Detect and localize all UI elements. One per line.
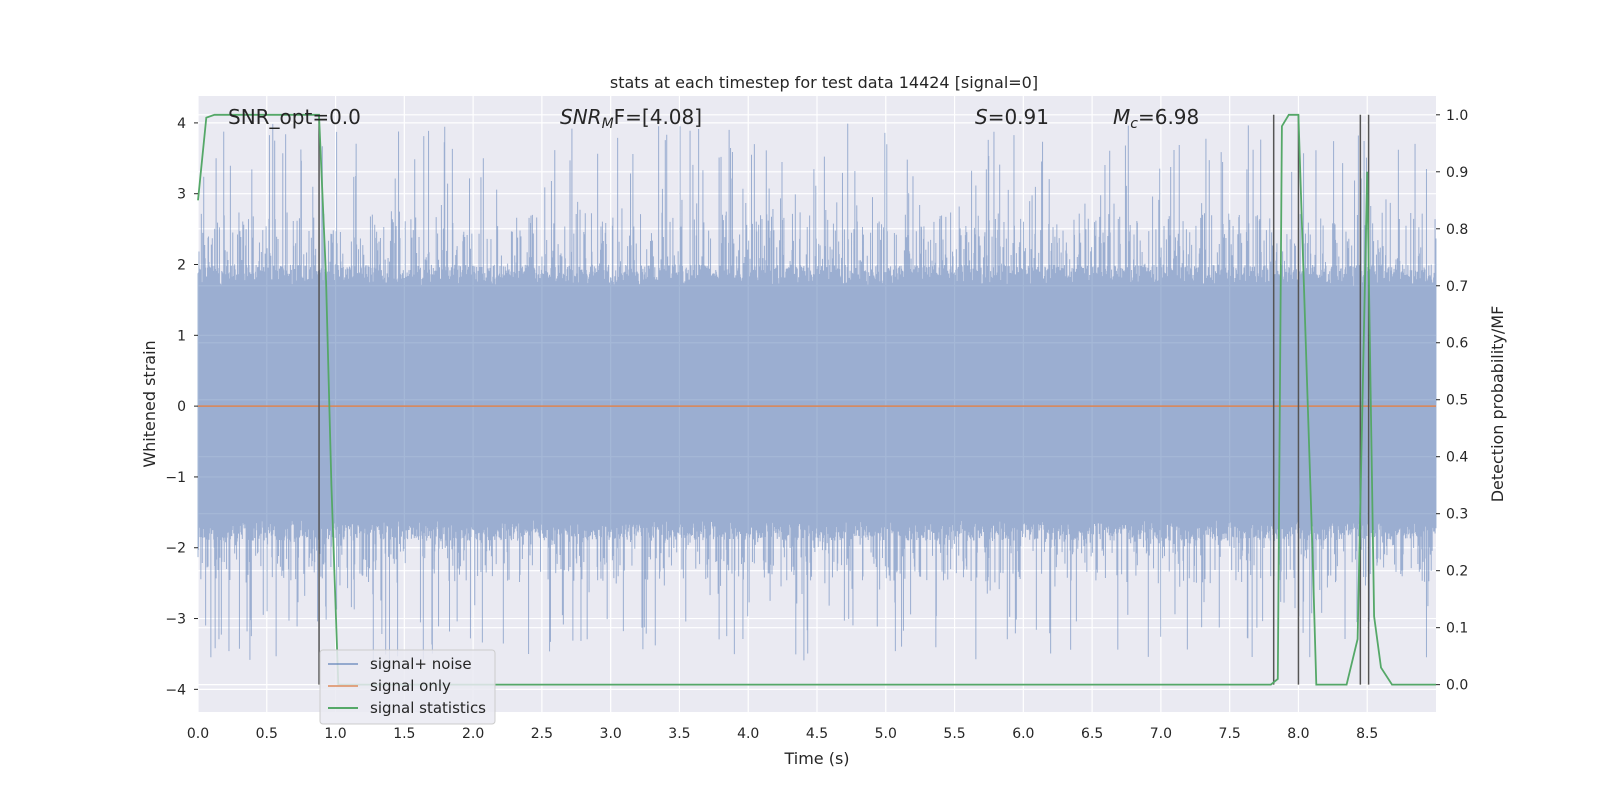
y2-tick-label-8: 0.2 [1446,564,1468,580]
x-tick-label-12: 6.0 [1012,726,1034,742]
y-tick-label-2: 2 [177,258,186,274]
annotation-s-rest: =0.91 [988,105,1049,129]
y-tick-label-4: 0 [177,399,186,415]
annotation-snr-mf-sub: M [602,116,614,132]
x-tick-label-0: 0.0 [187,726,209,742]
y2-tick-label-0: 1.0 [1446,108,1468,124]
signal-statistics-series [197,113,1436,686]
x-tick-label-11: 5.5 [943,726,965,742]
x-tick-labels: 0.0 0.5 1.0 1.5 2.0 2.5 3.0 3.5 4.0 4.5 5.0 5.5 6.0 6… [187,726,1378,742]
x-tick-label-14: 7.0 [1150,726,1172,742]
legend-label-statistics: signal statistics [370,699,486,717]
annotation-snr-opt: SNR_opt=0.0 [228,105,361,129]
y-tick-label-6: −2 [165,541,186,557]
x-tick-label-8: 4.0 [737,726,759,742]
y2-tick-label-6: 0.4 [1446,450,1468,466]
y-axis-label: Whitened strain [140,340,159,467]
x-tick-label-7: 3.5 [668,726,690,742]
y-tick-label-7: −3 [165,612,186,628]
y2-tick-label-5: 0.5 [1446,393,1468,409]
y2-tick-label-1: 0.9 [1446,165,1468,181]
annotation-mc-sub: c [1130,116,1138,132]
annotation-s-main: S [975,105,988,129]
y2-tick-label-3: 0.7 [1446,279,1468,295]
legend-label-noise: signal+ noise [370,655,472,673]
x-tick-label-6: 3.0 [600,726,622,742]
x-tick-label-4: 2.0 [462,726,484,742]
x-tick-label-15: 7.5 [1219,726,1241,742]
annotation-snr-mf-main: SNR [560,105,602,129]
x-tick-label-5: 2.5 [531,726,553,742]
annotation-snr-mf-rest: F=[4.08] [614,105,702,129]
y2-tick-label-2: 0.8 [1446,222,1468,238]
y-tick-label-5: −1 [165,470,186,486]
y-tick-label-3: 1 [177,328,186,344]
chart-title: stats at each timestep for test data 144… [610,73,1038,92]
y-tick-label-8: −4 [165,682,186,698]
y2-tick-label-7: 0.3 [1446,507,1468,523]
x-tick-label-13: 6.5 [1081,726,1103,742]
legend-label-signal-only: signal only [370,677,451,695]
x-tick-label-2: 1.0 [324,726,346,742]
y-tick-label-1: 3 [177,187,186,203]
y2-tick-labels: 1.0 0.9 0.8 0.7 0.6 0.5 0.4 0.3 0.2 0.1 0.0 [1436,108,1468,694]
y2-tick-label-4: 0.6 [1446,336,1468,352]
annotation-mc-main: M [1113,105,1130,129]
x-tick-label-9: 4.5 [806,726,828,742]
x-tick-label-3: 1.5 [393,726,415,742]
annotation-snr-mf: SNRMF=[4.08] [560,105,702,132]
annotation-mc: Mc=6.98 [1113,105,1199,132]
y2-axis-label: Detection probability/MF [1488,306,1507,503]
x-axis-label: Time (s) [783,749,849,768]
x-tick-label-10: 5.0 [875,726,897,742]
y2-tick-label-10: 0.0 [1446,678,1468,694]
legend: signal+ noise signal only signal statist… [319,649,496,725]
y-tick-label-0: 4 [177,116,186,132]
annotation-s: S=0.91 [975,105,1049,129]
y-tick-labels: 4 3 2 1 0 −1 −2 −3 −4 [165,116,198,698]
y2-tick-label-9: 0.1 [1446,621,1468,637]
x-tick-label-16: 8.0 [1287,726,1309,742]
x-tick-label-17: 8.5 [1356,726,1378,742]
x-tick-label-1: 0.5 [256,726,278,742]
annotation-mc-rest: =6.98 [1138,105,1199,129]
legend-box [319,649,496,725]
